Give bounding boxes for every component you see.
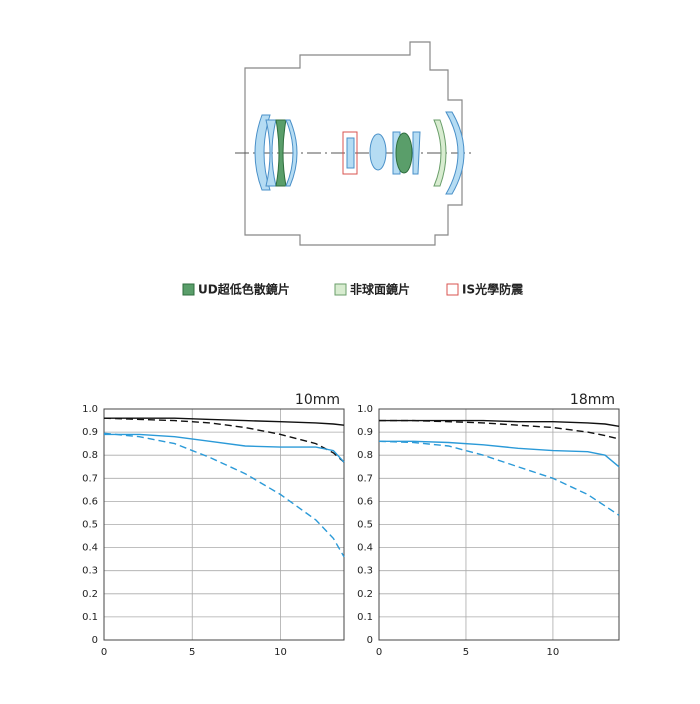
mtf-line <box>379 419 620 440</box>
plot-frame <box>378 408 620 641</box>
y-tick-label: 0.7 <box>357 473 373 484</box>
y-tick-label: 0 <box>92 635 98 646</box>
plot-frame <box>103 408 345 641</box>
legend-label: 非球面鏡片 <box>350 282 410 297</box>
x-tick-label: 0 <box>101 647 107 658</box>
y-tick-label: 0.5 <box>82 520 98 531</box>
is-group <box>342 131 358 175</box>
legend-label: UD超低色散鏡片 <box>198 282 290 297</box>
legend-label: IS光學防震 <box>462 282 524 297</box>
chart-title: 18mm <box>570 392 615 408</box>
x-tick-label: 5 <box>463 647 469 658</box>
y-tick-label: 0.8 <box>357 450 373 461</box>
y-tick-label: 0.2 <box>357 589 373 600</box>
legend-swatch <box>182 283 195 296</box>
mtf-line <box>103 432 345 558</box>
y-tick-label: 0.4 <box>82 543 98 554</box>
y-tick-label: 0.1 <box>357 612 373 623</box>
y-tick-label: 0.6 <box>82 496 98 507</box>
lens <box>445 111 465 195</box>
x-tick-label: 0 <box>376 647 382 658</box>
y-tick-label: 0.6 <box>357 496 373 507</box>
lens <box>346 137 355 169</box>
x-tick-label: 10 <box>547 647 560 658</box>
mtf-line <box>104 417 345 426</box>
mtf-line <box>379 419 620 427</box>
y-tick-label: 0.3 <box>357 566 373 577</box>
y-tick-label: 0.1 <box>82 612 98 623</box>
legend: UD超低色散鏡片 非球面鏡片 IS光學防震 <box>182 282 524 297</box>
lens-aspheric <box>433 119 447 187</box>
y-tick-label: 0 <box>367 635 373 646</box>
legend-swatch <box>446 283 459 296</box>
y-tick-label: 1.0 <box>357 404 373 415</box>
y-tick-label: 0.3 <box>82 566 98 577</box>
y-tick-label: 0.8 <box>82 450 98 461</box>
y-tick-label: 0.2 <box>82 589 98 600</box>
lens <box>412 131 421 175</box>
y-tick-label: 1.0 <box>82 404 98 415</box>
legend-swatch <box>334 283 347 296</box>
mtf-line <box>104 433 345 463</box>
mtf-line <box>103 417 345 463</box>
lens-diagram <box>235 41 472 246</box>
lens <box>369 133 387 171</box>
y-tick-label: 0.9 <box>82 427 98 438</box>
y-tick-label: 0.7 <box>82 473 98 484</box>
y-tick-label: 0.4 <box>357 543 373 554</box>
x-tick-label: 5 <box>189 647 195 658</box>
mtf-line <box>379 440 620 468</box>
chart-title: 10mm <box>295 392 340 408</box>
x-tick-label: 10 <box>274 647 287 658</box>
y-tick-label: 0.5 <box>357 520 373 531</box>
lens-barrel <box>244 41 463 246</box>
mtf-line <box>378 440 620 516</box>
y-tick-label: 0.9 <box>357 427 373 438</box>
lens <box>254 114 271 191</box>
lens-ud <box>395 132 413 174</box>
lens <box>285 119 298 187</box>
